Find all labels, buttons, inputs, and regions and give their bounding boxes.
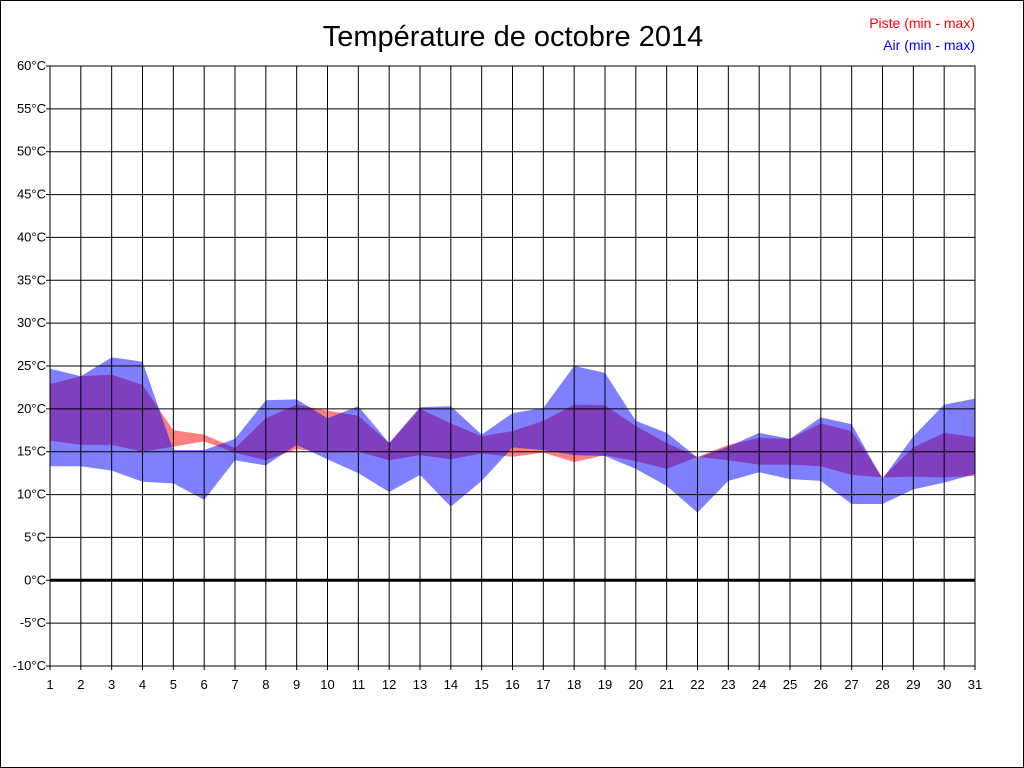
- y-tick-label: 5°C: [24, 529, 46, 544]
- x-tick-label: 16: [505, 677, 519, 692]
- x-tick-label: 24: [752, 677, 766, 692]
- chart-grid: [49, 65, 976, 667]
- chart-title: Température de octobre 2014: [323, 21, 703, 53]
- x-tick-label: 23: [721, 677, 735, 692]
- y-tick-label: 40°C: [17, 229, 46, 244]
- y-tick-label: 25°C: [17, 358, 46, 373]
- x-tick-label: 15: [474, 677, 488, 692]
- x-tick-label: 4: [139, 677, 146, 692]
- y-tick-label: 35°C: [17, 272, 46, 287]
- x-tick-label: 25: [783, 677, 797, 692]
- y-tick-label: 30°C: [17, 315, 46, 330]
- x-tick-label: 27: [844, 677, 858, 692]
- y-tick-label: 0°C: [24, 572, 46, 587]
- x-tick-label: 22: [690, 677, 704, 692]
- x-tick-label: 8: [262, 677, 269, 692]
- x-tick-label: 5: [170, 677, 177, 692]
- x-tick-label: 1: [46, 677, 53, 692]
- x-tick-label: 31: [968, 677, 982, 692]
- legend-piste: Piste (min - max): [869, 15, 975, 31]
- x-tick-label: 30: [937, 677, 951, 692]
- x-tick-label: 26: [814, 677, 828, 692]
- y-tick-label: -5°C: [20, 615, 46, 630]
- x-tick-label: 29: [906, 677, 920, 692]
- x-tick-label: 11: [352, 677, 366, 692]
- y-tick-label: 55°C: [17, 101, 46, 116]
- x-axis-ticks: 1 2 3 4 5 6 7 8 9 10 11 12 13 14 15 16 17 18 19 20 21 22 23 24 2…: [46, 666, 982, 692]
- x-tick-label: 21: [659, 677, 673, 692]
- x-tick-label: 9: [293, 677, 300, 692]
- y-axis-ticks: 60°C 55°C 50°C 45°C 40°C 35°C 30°C 25°C 20°C 15°C…: [13, 58, 50, 673]
- y-tick-label: 15°C: [17, 444, 46, 459]
- y-tick-label: 60°C: [17, 58, 46, 73]
- x-tick-label: 28: [875, 677, 889, 692]
- x-tick-label: 6: [201, 677, 208, 692]
- x-tick-label: 12: [382, 677, 396, 692]
- x-tick-label: 20: [629, 677, 643, 692]
- y-tick-label: 45°C: [17, 187, 46, 202]
- x-tick-label: 3: [108, 677, 115, 692]
- x-tick-label: 13: [413, 677, 427, 692]
- x-tick-label: 17: [536, 677, 550, 692]
- x-tick-label: 18: [567, 677, 581, 692]
- x-tick-label: 10: [320, 677, 334, 692]
- x-tick-label: 7: [231, 677, 238, 692]
- x-tick-label: 19: [598, 677, 612, 692]
- y-tick-label: 10°C: [17, 487, 46, 502]
- x-tick-label: 14: [444, 677, 458, 692]
- y-tick-label: -10°C: [13, 658, 46, 673]
- legend-air: Air (min - max): [883, 37, 975, 53]
- y-tick-label: 50°C: [17, 144, 46, 159]
- x-tick-label: 2: [77, 677, 84, 692]
- y-tick-label: 20°C: [17, 401, 46, 416]
